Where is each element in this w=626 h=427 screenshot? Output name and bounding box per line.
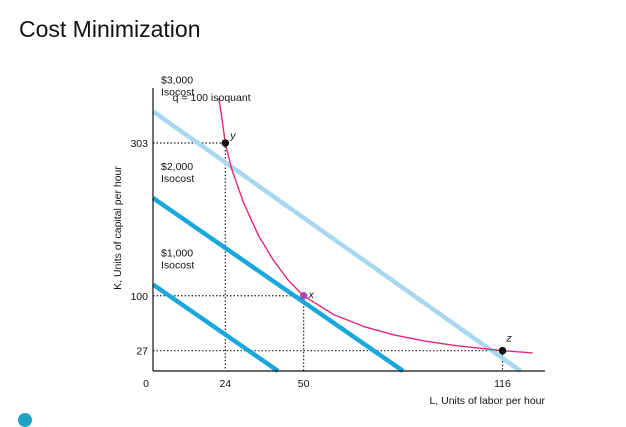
isocost-label-1000-word: Isocost — [161, 259, 194, 271]
isoquant-label: q = 100 isoquant — [173, 92, 251, 104]
point-y — [221, 139, 230, 147]
x-tick-label-116: 116 — [494, 378, 511, 390]
isoquant-layer — [218, 97, 533, 354]
isocost-lines — [151, 109, 522, 373]
point-label-x: x — [308, 289, 315, 301]
isoquant-curve — [218, 97, 533, 354]
y-tick-label-100: 100 — [130, 291, 148, 303]
x-axis-title: L, Units of labor per hour — [429, 395, 545, 407]
reference-lines — [153, 142, 504, 371]
isocost-line-2000 — [151, 196, 405, 373]
point-layer — [221, 139, 507, 355]
isocost-label-2000-word: Isocost — [161, 173, 194, 185]
isocost-line-1000 — [151, 282, 280, 373]
label-layer: $3,000Isocost$2,000Isocost$1,000Isocostq… — [112, 74, 546, 407]
y-tick-label-303: 303 — [130, 138, 148, 150]
slide-title: Cost Minimization — [19, 16, 201, 42]
isocost-line-3000 — [151, 109, 522, 373]
axes — [152, 88, 545, 372]
isocost-label-1000-amount: $1,000 — [161, 247, 193, 259]
point-label-z: z — [506, 333, 513, 345]
point-x — [299, 291, 308, 300]
point-label-y: y — [229, 130, 236, 142]
corner-decoration — [18, 413, 32, 427]
x-tick-label-24: 24 — [219, 378, 231, 390]
y-tick-label-27: 27 — [136, 346, 148, 358]
origin-label: 0 — [143, 378, 149, 390]
x-tick-label-50: 50 — [298, 378, 310, 390]
isocost-label-2000-amount: $2,000 — [161, 161, 193, 173]
isocost-label-3000-amount: $3,000 — [161, 74, 193, 86]
isocost-label-3000-word: Isocost — [161, 86, 194, 98]
y-axis-title: K, Units of capital per hour — [112, 166, 124, 290]
point-z — [498, 346, 507, 355]
